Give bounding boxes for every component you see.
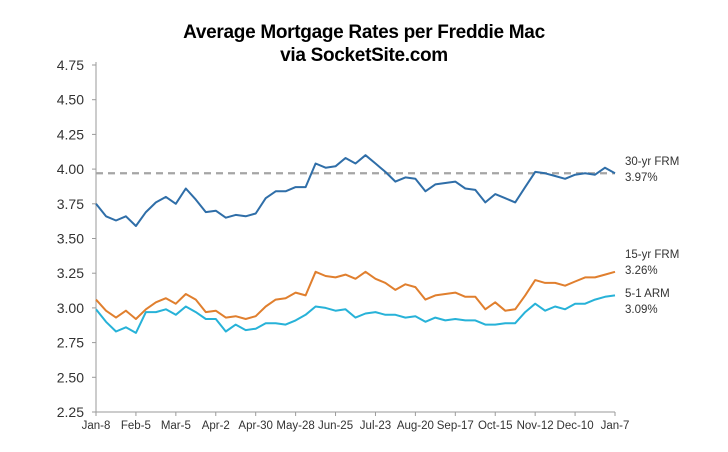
x-tick-label: May-28 <box>276 420 314 432</box>
chart-subtitle: via SocketSite.com <box>280 45 448 66</box>
series-line-30-yr-frm <box>95 154 616 227</box>
x-tick-label: Feb-5 <box>121 420 151 432</box>
x-tick-label: Aug-20 <box>397 420 434 432</box>
y-tick-label: 3.75 <box>57 196 84 212</box>
x-tick-label: Jun-25 <box>318 420 353 432</box>
y-tick-label: 4.50 <box>57 92 84 108</box>
series-label: 15-yr FRM <box>625 249 679 261</box>
chart-title: Average Mortgage Rates per Freddie Mac <box>183 22 545 43</box>
series-label: 5-1 ARM <box>625 288 670 300</box>
x-tick-label: Apr-30 <box>238 420 273 432</box>
x-tick-label: Mar-5 <box>161 420 191 432</box>
y-tick-label: 2.50 <box>57 369 84 385</box>
y-tick-label: 4.00 <box>57 161 84 177</box>
x-tick-label: Jan-8 <box>82 420 111 432</box>
y-tick-label: 4.25 <box>57 126 84 142</box>
series-end-value: 3.09% <box>625 304 658 316</box>
y-tick-label: 4.75 <box>57 57 84 73</box>
series-end-value: 3.26% <box>625 265 658 277</box>
series-end-value: 3.97% <box>625 172 658 184</box>
x-tick-label: Apr-2 <box>202 420 230 432</box>
x-tick-label: Sep-17 <box>437 420 474 432</box>
y-tick-label: 3.50 <box>57 231 84 247</box>
series-label: 30-yr FRM <box>625 156 679 168</box>
y-tick-label: 2.75 <box>57 335 84 351</box>
series-line-5-1-arm <box>95 294 616 334</box>
x-tick-label: Oct-15 <box>478 420 513 432</box>
series-line-15-yr-frm <box>95 270 616 320</box>
x-tick-label: Nov-12 <box>517 420 554 432</box>
x-tick-label: Dec-10 <box>557 420 594 432</box>
y-tick-label: 2.25 <box>57 404 84 420</box>
x-tick-label: Jul-23 <box>360 420 391 432</box>
y-tick-label: 3.00 <box>57 300 84 316</box>
x-tick-label: Jan-7 <box>601 420 630 432</box>
y-tick-label: 3.25 <box>57 265 84 281</box>
